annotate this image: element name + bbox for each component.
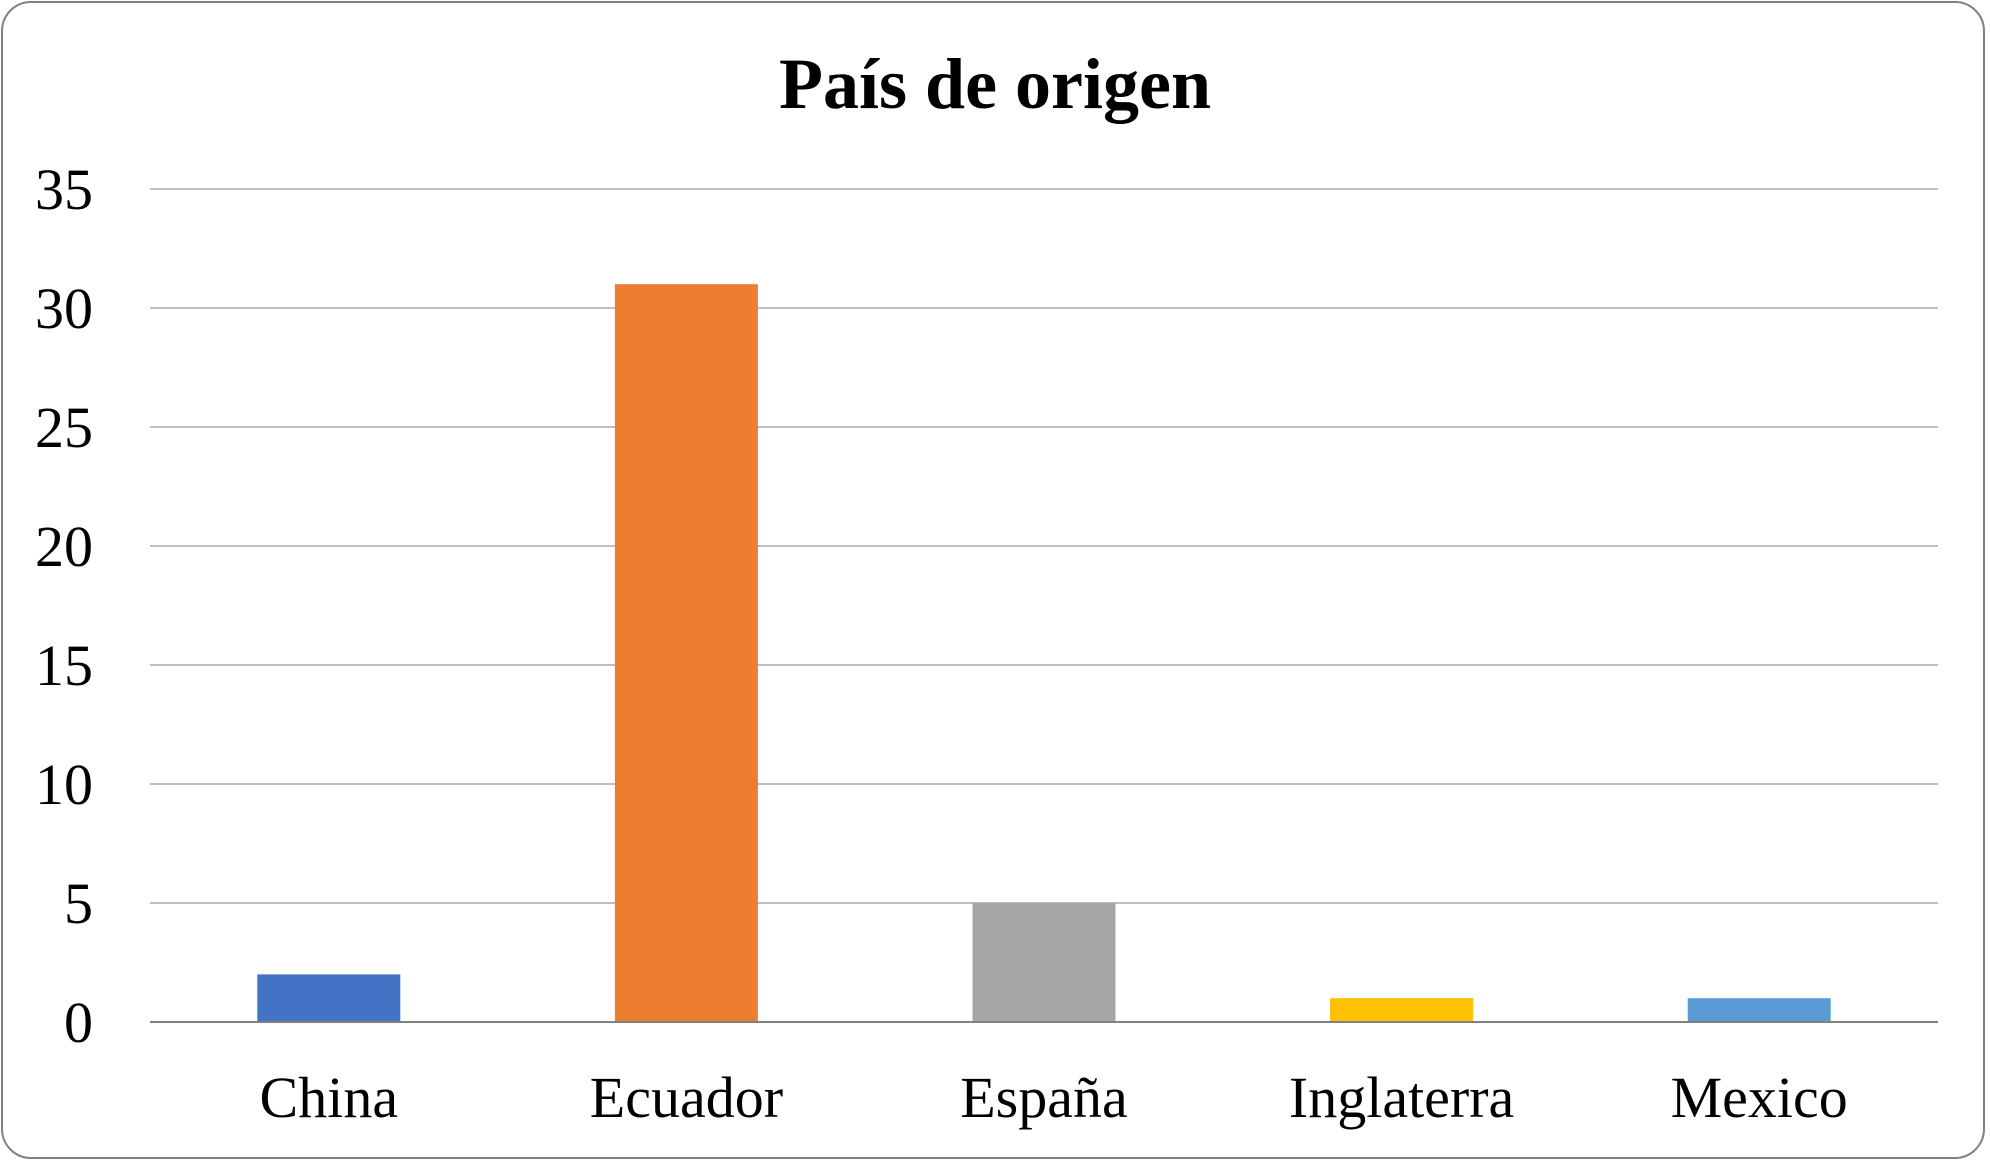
x-axis-labels: China Ecuador España Inglaterra Mexico xyxy=(260,1065,1848,1130)
x-tick-label: España xyxy=(960,1065,1128,1130)
bar-mexico xyxy=(1687,998,1831,1022)
chart-title: País de origen xyxy=(779,44,1211,124)
bar-china xyxy=(257,974,401,1022)
y-tick-label: 30 xyxy=(35,276,93,341)
bar-españa xyxy=(972,903,1116,1022)
y-tick-label: 15 xyxy=(35,633,93,698)
y-axis-ticks: 0 5 10 15 20 25 30 35 xyxy=(35,157,93,1055)
y-tick-label: 5 xyxy=(64,871,93,936)
y-tick-label: 25 xyxy=(35,395,93,460)
y-tick-label: 35 xyxy=(35,157,93,222)
x-tick-label: Ecuador xyxy=(590,1065,783,1130)
x-tick-label: China xyxy=(260,1065,399,1130)
bars xyxy=(257,284,1831,1022)
y-tick-label: 0 xyxy=(64,990,93,1055)
x-tick-label: Inglaterra xyxy=(1289,1065,1514,1130)
y-tick-label: 20 xyxy=(35,514,93,579)
y-tick-label: 10 xyxy=(35,752,93,817)
gridlines xyxy=(150,188,1938,904)
bar-ecuador xyxy=(614,284,758,1022)
x-tick-label: Mexico xyxy=(1671,1065,1848,1130)
bar-inglaterra xyxy=(1330,998,1474,1022)
